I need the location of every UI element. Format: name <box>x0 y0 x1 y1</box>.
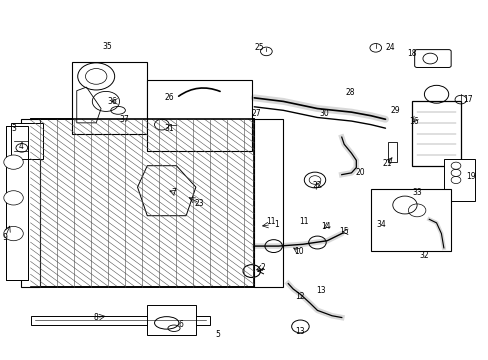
Text: 13: 13 <box>316 286 325 295</box>
Text: 34: 34 <box>376 220 386 229</box>
Text: 25: 25 <box>254 43 264 52</box>
Bar <box>411 102 460 166</box>
Text: 8: 8 <box>94 313 99 322</box>
Bar <box>30 316 210 325</box>
Text: 35: 35 <box>102 41 112 50</box>
Text: 13: 13 <box>295 327 305 336</box>
Bar <box>21 119 40 287</box>
Text: 19: 19 <box>465 172 474 181</box>
Text: 30: 30 <box>319 109 329 118</box>
Bar <box>30 119 254 287</box>
Circle shape <box>4 155 23 169</box>
Text: 5: 5 <box>215 330 220 339</box>
Text: 23: 23 <box>195 199 204 208</box>
Text: 17: 17 <box>463 95 472 104</box>
Text: 15: 15 <box>339 227 348 236</box>
Text: 36: 36 <box>107 97 117 106</box>
Text: 14: 14 <box>321 222 330 231</box>
Text: 1: 1 <box>273 220 278 229</box>
Bar <box>254 119 283 287</box>
Bar <box>147 305 196 336</box>
Text: 7: 7 <box>171 188 176 197</box>
Circle shape <box>4 226 23 241</box>
Text: 11: 11 <box>266 217 275 226</box>
Text: 29: 29 <box>389 106 399 115</box>
Bar <box>370 189 450 251</box>
Text: 31: 31 <box>164 124 174 133</box>
Text: 24: 24 <box>385 43 394 52</box>
Text: 3: 3 <box>11 124 16 133</box>
Text: 33: 33 <box>411 188 421 197</box>
Text: 20: 20 <box>355 168 364 177</box>
Text: 10: 10 <box>294 247 303 256</box>
Text: 18: 18 <box>407 49 416 58</box>
Text: 26: 26 <box>164 93 174 102</box>
Text: 21: 21 <box>382 159 391 168</box>
Text: 28: 28 <box>345 88 354 97</box>
Bar <box>72 62 147 134</box>
Text: 2: 2 <box>260 263 265 272</box>
Circle shape <box>4 191 23 205</box>
Text: 6: 6 <box>179 320 183 329</box>
Text: 22: 22 <box>312 181 322 190</box>
Text: 12: 12 <box>295 292 305 301</box>
Text: 37: 37 <box>119 115 129 124</box>
Bar <box>443 158 474 202</box>
Text: 16: 16 <box>408 117 418 126</box>
Text: 9: 9 <box>3 233 8 242</box>
Bar <box>147 80 251 152</box>
Bar <box>11 123 42 158</box>
Bar <box>387 143 396 162</box>
Text: 4: 4 <box>19 141 23 150</box>
Text: 27: 27 <box>251 109 261 118</box>
Bar <box>6 126 28 280</box>
Text: 32: 32 <box>419 251 428 260</box>
Text: 11: 11 <box>299 217 308 226</box>
